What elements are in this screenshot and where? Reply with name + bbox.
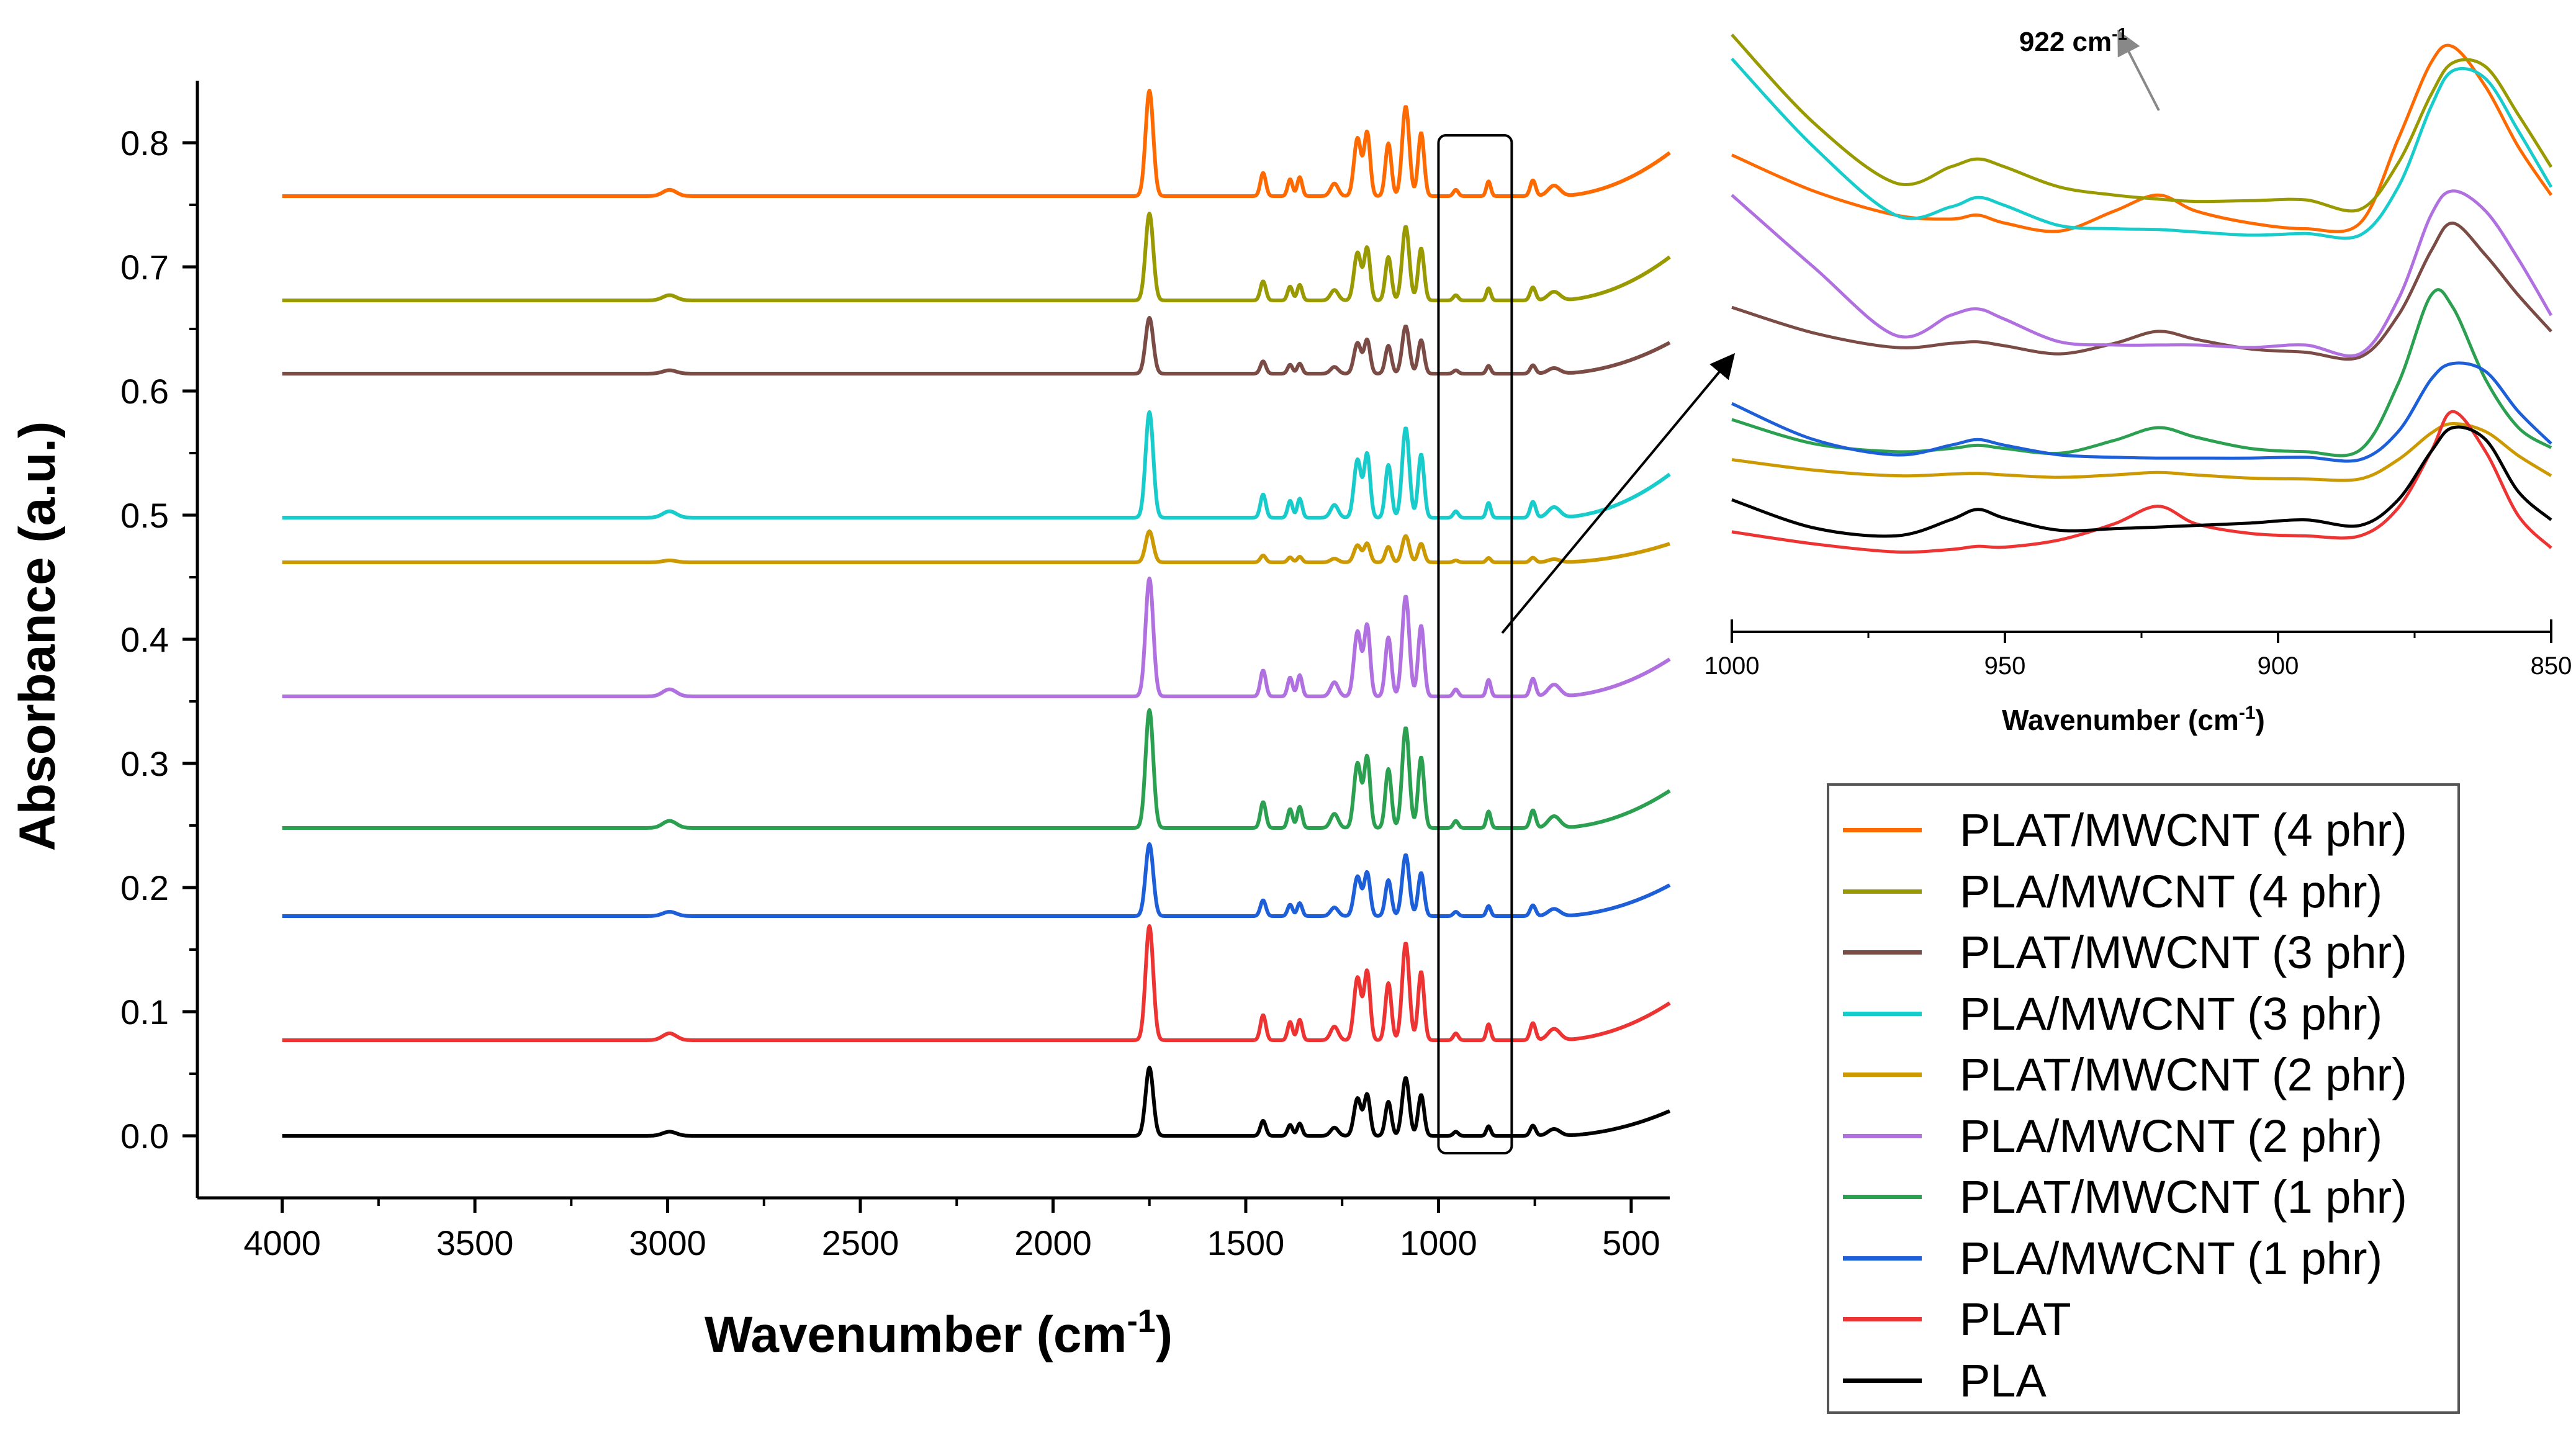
legend-label: PLA/MWCNT (1 phr) [1960,1232,2383,1284]
main-x-tick-label: 3000 [629,1223,706,1262]
inset-series-group [1731,34,2553,554]
legend-swatch [1843,889,1922,894]
main-series-line [281,1066,1671,1138]
main-series-line [281,924,1671,1042]
main-series-line [281,577,1671,698]
inset-x-tick-label: 1000 [1705,652,1760,680]
legend-label: PLAT [1960,1293,2071,1345]
main-y-tick-label: 0.7 [120,248,169,287]
inset-series-line [1731,361,2552,463]
legend-label: PLAT/MWCNT (4 phr) [1960,804,2407,856]
legend-item: PLA/MWCNT (2 phr) [1829,1107,2457,1166]
zoom-arrow [1501,353,1736,634]
legend-swatch [1843,1317,1922,1321]
legend-swatch [1843,1256,1922,1261]
main-x-tick-label: 2500 [822,1223,899,1262]
inset-series-line [1731,288,2552,457]
legend-label: PLAT/MWCNT (2 phr) [1960,1049,2407,1100]
inset-axes: 1000 950 900 850 [1705,619,2572,680]
main-series-line [281,316,1671,375]
inset-series-line [1731,43,2553,233]
legend-swatch [1843,828,1922,832]
inset-series-line [1731,57,2553,240]
main-series-line [281,708,1671,830]
main-y-tick-label: 0.6 [120,372,169,411]
legend-item: PLA/MWCNT (3 phr) [1829,984,2457,1044]
inset-series-line [1731,410,2552,554]
main-series-line [281,410,1671,519]
main-y-tick-label: 0.8 [120,124,169,163]
main-y-axis-label: Absorbance (a.u.) [9,421,66,852]
main-x-tick-label: 4000 [243,1223,321,1262]
inset-x-tick-label: 850 [2531,652,2572,680]
main-chart: 4000 3500 3000 2500 2000 1500 1000 500 0.0 0.1 0.2… [9,81,1671,1363]
main-x-axis-label: Wavenumber (cm-1) [705,1303,1173,1363]
legend-item: PLA/MWCNT (4 phr) [1829,862,2457,922]
main-x-tick-label: 2000 [1014,1223,1092,1262]
legend-item: PLAT/MWCNT (1 phr) [1829,1167,2457,1227]
main-x-tick-label: 3500 [436,1223,514,1262]
legend-item: PLA/MWCNT (1 phr) [1829,1229,2457,1288]
legend: PLAT/MWCNT (4 phr) PLA/MWCNT (4 phr) PLAT/… [1827,783,2460,1414]
legend-item: PLAT/MWCNT (3 phr) [1829,923,2457,983]
inset-x-tick-label: 900 [2258,652,2299,680]
legend-label: PLA [1960,1354,2047,1406]
main-axes: 4000 3500 3000 2500 2000 1500 1000 500 0.0 0.1 0.2… [120,81,1670,1262]
legend-item: PLAT/MWCNT (2 phr) [1829,1045,2457,1105]
legend-item: PLAT [1829,1290,2457,1349]
main-y-tick-label: 0.1 [120,992,169,1032]
legend-swatch [1843,1195,1922,1199]
legend-swatch [1843,1011,1922,1016]
main-x-tick-label: 500 [1602,1223,1660,1262]
main-y-tick-label: 0.3 [120,744,169,783]
main-series-line [281,529,1671,564]
highlight-region-box [1437,134,1513,1154]
main-series-group [281,89,1671,1138]
inset-series-line [1731,34,2553,213]
annotation-arrow [2117,29,2160,111]
main-x-tick-label: 1000 [1400,1223,1477,1262]
legend-swatch [1843,1378,1922,1383]
main-x-tick-label: 1500 [1207,1223,1285,1262]
inset-series-line [1731,222,2552,361]
main-series-line [281,842,1671,918]
inset-x-axis-label: Wavenumber (cm-1) [2002,703,2265,736]
legend-label: PLAT/MWCNT (3 phr) [1960,927,2407,978]
legend-label: PLA/MWCNT (4 phr) [1960,865,2383,917]
legend-swatch [1843,950,1922,955]
legend-swatch [1843,1133,1922,1138]
main-series-line [281,212,1671,302]
main-y-tick-label: 0.0 [120,1117,169,1156]
legend-label: PLA/MWCNT (2 phr) [1960,1110,2383,1162]
inset-x-tick-label: 950 [1984,652,2026,680]
inset-series-line [1731,421,2552,482]
legend-label: PLAT/MWCNT (1 phr) [1960,1171,2407,1223]
legend-item: PLAT/MWCNT (4 phr) [1829,801,2457,860]
legend-label: PLA/MWCNT (3 phr) [1960,987,2383,1040]
inset-series-line [1731,189,2553,358]
annotation-922: 922 cm-1 [2019,24,2127,57]
inset-series-line [1731,425,2552,538]
main-y-tick-label: 0.5 [120,496,169,535]
legend-swatch [1843,1072,1922,1077]
main-y-tick-label: 0.2 [120,868,169,907]
main-y-tick-label: 0.4 [120,620,169,659]
legend-item: PLA [1829,1351,2457,1411]
inset-chart: 1000 950 900 850 922 cm-1 Wavenumber (cm-1) [1705,24,2572,736]
main-series-line [281,89,1671,198]
